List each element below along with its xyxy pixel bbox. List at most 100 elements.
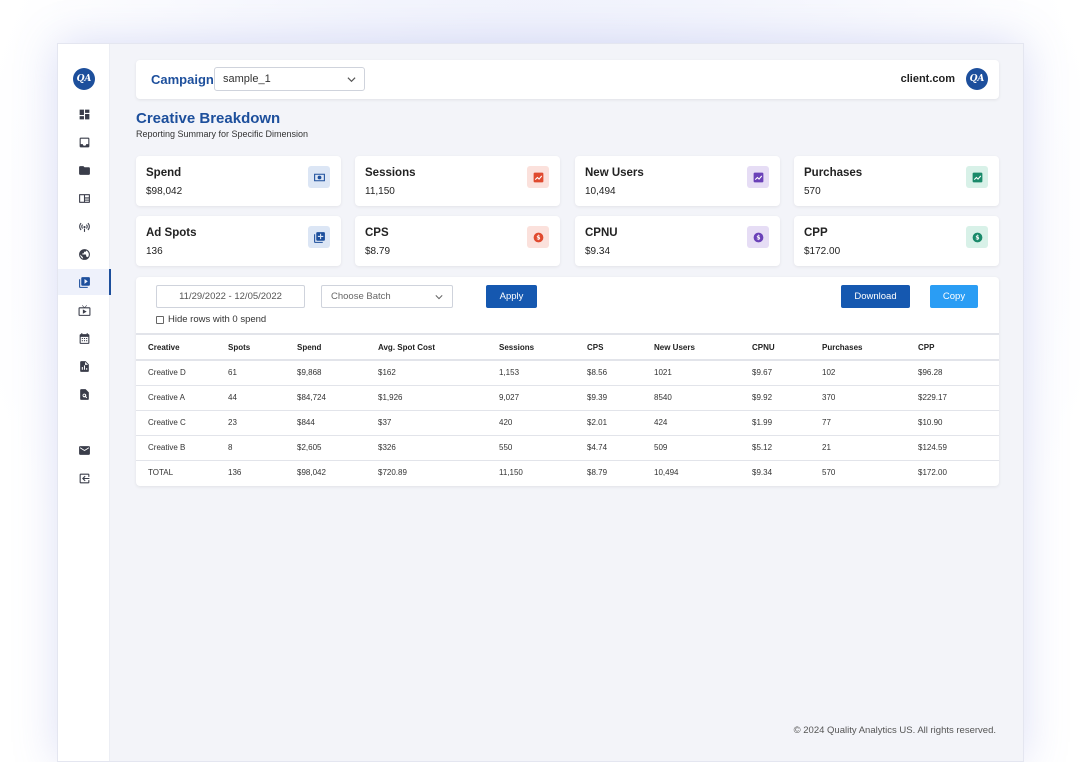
column-header[interactable]: CPNU (752, 333, 822, 361)
kpi-card-ad-spots: Ad Spots 136 (136, 216, 341, 266)
table-cell: $84,724 (297, 385, 378, 411)
svg-text:$: $ (975, 234, 979, 241)
kpi-value: 136 (146, 246, 163, 257)
table-cell: 8540 (654, 385, 752, 411)
sidebar-item-search-document[interactable] (58, 381, 110, 407)
kpi-value: 11,150 (365, 186, 395, 197)
broadcast-icon (78, 222, 90, 232)
date-range-input[interactable]: 11/29/2022 - 12/05/2022 (156, 285, 305, 308)
inbox-icon (79, 137, 89, 147)
brand-logo[interactable]: QA (73, 68, 95, 90)
hide-zero-spend-label: Hide rows with 0 spend (168, 314, 267, 325)
sidebar-item-calendar[interactable] (58, 325, 110, 351)
column-header[interactable]: Avg. Spot Cost (378, 333, 499, 361)
kpi-card-spend: Spend $98,042 (136, 156, 341, 206)
client-avatar-text: QA (969, 74, 985, 84)
column-header[interactable]: CPP (918, 333, 999, 361)
sidebar-item-folder[interactable] (58, 157, 110, 183)
sidebar-item-inbox[interactable] (58, 129, 110, 155)
sidebar-item-video-library[interactable] (58, 269, 111, 295)
table-cell: 509 (654, 435, 752, 461)
table-cell: 77 (822, 410, 918, 436)
sidebar-item-globe[interactable] (58, 241, 110, 267)
table-cell: 23 (228, 410, 297, 436)
sidebar-item-mail[interactable] (58, 437, 110, 463)
sidebar-item-broadcast[interactable] (58, 213, 110, 239)
table-cell: $8.56 (587, 360, 654, 386)
column-header[interactable]: New Users (654, 333, 752, 361)
table-cell: Creative B (136, 435, 228, 461)
table-cell: $98,042 (297, 459, 378, 485)
table-cell: 424 (654, 410, 752, 436)
apply-button[interactable]: Apply (486, 285, 537, 308)
table-total-row: TOTAL 136 $98,042 $720.89 11,150 $8.79 1… (136, 459, 999, 485)
batch-select[interactable]: Choose Batch (321, 285, 453, 308)
table-cell: $326 (378, 435, 499, 461)
table-cell: $8.79 (587, 459, 654, 485)
kpi-value: 10,494 (585, 186, 616, 197)
table-cell: TOTAL (136, 459, 228, 485)
column-header[interactable]: Creative (136, 333, 228, 361)
column-header[interactable]: Purchases (822, 333, 918, 361)
hide-zero-spend-checkbox[interactable] (156, 315, 164, 324)
table-cell: 10,494 (654, 459, 752, 485)
column-header[interactable]: CPS (587, 333, 654, 361)
table-cell: $5.12 (752, 435, 822, 461)
logout-icon (79, 473, 89, 483)
kpi-value: $172.00 (804, 246, 841, 257)
table-cell: $1,926 (378, 385, 499, 411)
kpi-card-cps: CPS $8.79 $ (355, 216, 560, 266)
table-cell: $9,868 (297, 360, 378, 386)
table-cell: 1,153 (499, 360, 587, 386)
sidebar-item-logout[interactable] (58, 465, 110, 491)
copy-button[interactable]: Copy (930, 285, 978, 308)
hide-zero-spend-toggle[interactable]: Hide rows with 0 spend (156, 314, 266, 325)
trend-up-icon (747, 166, 769, 188)
table-cell: 102 (822, 360, 918, 386)
table-cell: 370 (822, 385, 918, 411)
kpi-label: Spend (146, 167, 182, 179)
download-button[interactable]: Download (841, 285, 910, 308)
trend-up-icon (966, 166, 988, 188)
column-header[interactable]: Sessions (499, 333, 587, 361)
sidebar-item-dashboard[interactable] (58, 101, 110, 127)
kpi-value: $9.34 (585, 246, 611, 257)
brand-logo-text: QA (76, 74, 92, 84)
table-cell: $4.74 (587, 435, 654, 461)
table-cell: $1.99 (752, 410, 822, 436)
campaign-select[interactable]: sample_1 (214, 67, 365, 91)
mail-icon (78, 445, 90, 455)
money-icon (308, 166, 330, 188)
kpi-value: 570 (804, 186, 821, 197)
app-window: QA (57, 43, 1024, 762)
video-library-icon (78, 276, 90, 288)
table-cell: $720.89 (378, 459, 499, 485)
table-cell: Creative A (136, 385, 228, 411)
creative-table-panel: 11/29/2022 - 12/05/2022 Choose Batch App… (136, 277, 999, 486)
dollar-coin-icon: $ (966, 226, 988, 248)
page-title: Creative Breakdown (136, 110, 281, 127)
table-cell: 44 (228, 385, 297, 411)
column-header[interactable]: Spots (228, 333, 297, 361)
table-cell: Creative C (136, 410, 228, 436)
campaign-label: Campaign: (151, 72, 219, 87)
column-header[interactable]: Spend (297, 333, 378, 361)
client-avatar[interactable]: QA (966, 68, 988, 90)
dollar-coin-icon: $ (747, 226, 769, 248)
svg-text:$: $ (756, 234, 760, 241)
kpi-label: CPNU (585, 227, 618, 239)
sidebar-item-tv[interactable] (58, 297, 110, 323)
kpi-card-purchases: Purchases 570 (794, 156, 999, 206)
kpi-label: Purchases (804, 167, 863, 179)
sidebar-item-layout[interactable] (58, 185, 110, 211)
layout-icon (78, 193, 90, 203)
top-bar: Campaign: sample_1 client.com QA (136, 60, 999, 99)
footer-copyright: © 2024 Quality Analytics US. All rights … (793, 725, 996, 736)
table-cell: $2,605 (297, 435, 378, 461)
table-cell: $844 (297, 410, 378, 436)
sidebar-item-report[interactable] (58, 353, 110, 379)
table-cell: $172.00 (918, 459, 999, 485)
table-cell: $10.90 (918, 410, 999, 436)
add-library-icon (308, 226, 330, 248)
sidebar: QA (58, 44, 111, 761)
